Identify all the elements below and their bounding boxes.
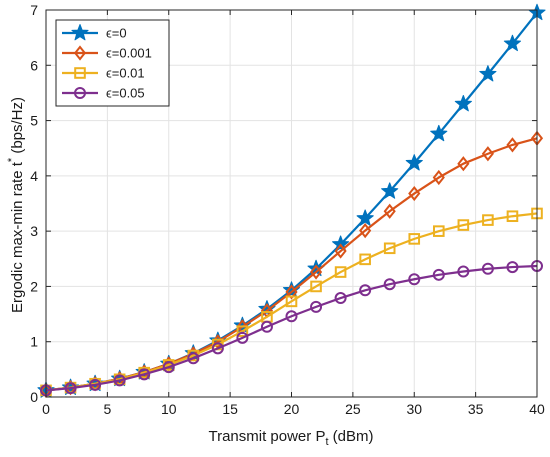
data-point (408, 273, 421, 286)
data-point (285, 295, 298, 308)
x-tick-label: 15 (222, 401, 238, 417)
data-point (432, 268, 445, 281)
data-point (359, 222, 372, 239)
legend-label: ϵ=0 (106, 26, 127, 41)
data-point (482, 214, 494, 226)
legend-marker (71, 24, 89, 41)
data-point (285, 284, 298, 300)
data-point (506, 261, 519, 274)
data-point (359, 253, 371, 266)
y-tick-label: 0 (30, 389, 38, 405)
legend-marker (74, 87, 86, 99)
data-point (457, 156, 470, 172)
legend-item: ϵ=0.001 (62, 45, 152, 61)
data-point (432, 169, 445, 186)
y-tick-label: 6 (30, 57, 38, 73)
legend-marker (74, 67, 86, 79)
legend-label: ϵ=0.001 (106, 46, 152, 61)
data-point (356, 209, 374, 226)
series-line (45, 264, 538, 392)
data-point (138, 368, 151, 381)
data-point (457, 219, 470, 231)
data-point (457, 265, 470, 278)
data-point (383, 242, 396, 255)
data-point (405, 154, 423, 171)
data-point (334, 243, 347, 259)
data-point (310, 300, 323, 313)
x-tick-label: 35 (468, 401, 484, 417)
data-point (334, 292, 347, 305)
data-point (359, 284, 372, 297)
y-tick-label: 5 (30, 113, 38, 129)
y-tick-label: 2 (30, 278, 38, 294)
x-tick-label: 20 (284, 401, 300, 417)
data-point (260, 320, 273, 333)
legend-label: ϵ=0.01 (106, 66, 145, 81)
data-point (309, 264, 323, 280)
data-point (64, 382, 77, 395)
data-point (162, 361, 175, 374)
data-point (89, 378, 102, 391)
legend-item: ϵ=0.01 (62, 66, 145, 81)
y-axis-label: Ergodic max-min rate t* (bps/Hz) (6, 97, 26, 313)
x-tick-label: 0 (42, 401, 50, 417)
data-point (285, 310, 298, 323)
x-tick-label: 25 (345, 401, 361, 417)
axes-layer: 0 5 10 15 20 25 30 35 40 0 1 2 3 4 5 6 7 (30, 2, 545, 417)
legend-item: ϵ=0 (62, 24, 127, 41)
data-point (211, 342, 224, 355)
legend: ϵ=0 ϵ=0.001 ϵ=0.01 ϵ=0.05 (55, 19, 170, 107)
data-point (236, 325, 249, 338)
data-point (381, 182, 399, 199)
x-tick-label: 30 (406, 401, 422, 417)
data-point (481, 146, 494, 162)
x-axis-label: Transmit power Pt (dBm) (208, 428, 373, 448)
data-point (236, 331, 249, 344)
data-point (383, 278, 396, 291)
data-point (408, 185, 421, 202)
series-3 (40, 259, 543, 397)
legend-item: ϵ=0.05 (62, 86, 145, 101)
x-tick-label: 10 (161, 401, 177, 417)
data-point (503, 34, 522, 52)
series-layer (37, 3, 546, 398)
y-tick-label: 1 (30, 334, 38, 350)
data-point (506, 137, 519, 153)
y-tick-label: 4 (30, 168, 38, 184)
data-point (481, 262, 494, 275)
legend-label: ϵ=0.05 (106, 86, 145, 101)
y-tick-label: 7 (30, 2, 38, 18)
data-point (187, 352, 200, 365)
legend-marker (73, 45, 87, 61)
x-tick-label: 40 (529, 401, 545, 417)
series-line (45, 212, 538, 392)
data-point (454, 94, 472, 112)
data-point (479, 65, 497, 82)
data-point (334, 266, 347, 278)
data-point (408, 233, 421, 245)
x-tick-label: 5 (103, 401, 111, 417)
data-point (113, 374, 126, 387)
data-point (506, 210, 519, 223)
data-point (383, 203, 396, 219)
data-point (310, 280, 322, 293)
data-point (430, 124, 448, 142)
y-tick-label: 3 (30, 223, 38, 239)
data-point (433, 225, 445, 237)
